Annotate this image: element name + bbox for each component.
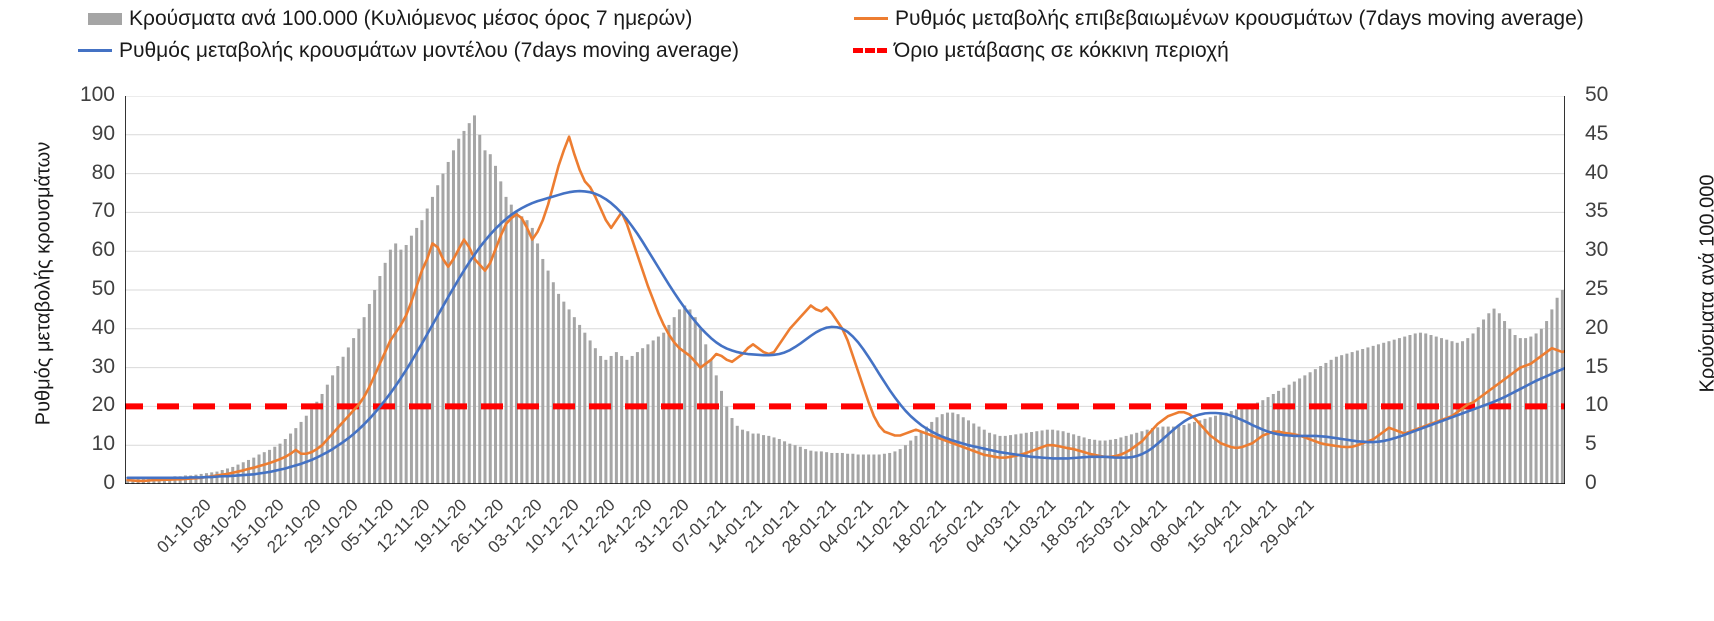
legend-label-cases-per-100k: Κρούσματα ανά 100.000 (Κυλιόμενος μέσος … (129, 7, 693, 30)
line-swatch-icon (78, 49, 112, 52)
y-axis-right-tick-label: 50 (1585, 83, 1609, 106)
y-axis-left-tick-label: 20 (91, 393, 115, 417)
y-axis-right-tick-label: 40 (1585, 160, 1609, 184)
dashed-line-swatch-icon (853, 48, 887, 53)
y-axis-left-tick-label: 80 (91, 160, 115, 184)
legend-label-confirmed-rate: Ρυθμός μεταβολής επιβεβαιωμένων κρουσμάτ… (895, 7, 1584, 30)
y-axis-title-left: Ρυθμός μεταβολής κρουσμάτων (32, 141, 55, 426)
legend-item-model-rate[interactable]: Ρυθμός μεταβολής κρουσμάτων μοντέλου (7d… (78, 40, 739, 61)
y-axis-left-tick-label: 40 (91, 315, 115, 339)
legend-label-model-rate: Ρυθμός μεταβολής κρουσμάτων μοντέλου (7d… (119, 39, 739, 62)
y-axis-left-tick-label: 70 (91, 199, 115, 223)
y-axis-right-tick-label: 25 (1585, 277, 1609, 300)
chart-legend: Κρούσματα ανά 100.000 (Κυλιόμενος μέσος … (0, 0, 1714, 72)
y-axis-right-tick-label: 0 (1585, 471, 1597, 494)
line-swatch-icon (854, 17, 888, 20)
bar-series (126, 115, 1564, 484)
y-axis-left-tick-label: 0 (103, 471, 115, 494)
legend-item-confirmed-rate[interactable]: Ρυθμός μεταβολής επιβεβαιωμένων κρουσμάτ… (854, 8, 1584, 29)
y-axis-title-right: Κρούσματα ανά 100.000 (1696, 174, 1714, 393)
y-axis-left-tick-label: 10 (91, 432, 115, 456)
chart-canvas (125, 96, 1565, 484)
y-axis-right-tick-label: 20 (1585, 315, 1609, 339)
y-axis-right-tick-label: 10 (1585, 393, 1609, 417)
y-axis-right-tick-label: 15 (1585, 354, 1609, 378)
y-axis-left-tick-label: 60 (91, 238, 115, 262)
y-axis-right-tick-label: 45 (1585, 121, 1609, 145)
y-axis-right-tick-label: 5 (1585, 432, 1597, 456)
y-axis-right-tick-label: 35 (1585, 199, 1609, 223)
legend-item-threshold[interactable]: Όριο μετάβασης σε κόκκινη περιοχή (853, 40, 1229, 61)
y-axis-right-tick-label: 30 (1585, 238, 1609, 262)
legend-item-cases-per-100k[interactable]: Κρούσματα ανά 100.000 (Κυλιόμενος μέσος … (88, 8, 692, 29)
y-axis-left-tick-label: 90 (91, 121, 115, 145)
y-axis-left-tick-label: 100 (79, 83, 115, 106)
legend-label-threshold: Όριο μετάβασης σε κόκκινη περιοχή (894, 39, 1229, 62)
bar-swatch-icon (88, 12, 122, 25)
plot-area (125, 96, 1565, 484)
y-axis-left-tick-label: 30 (91, 354, 115, 378)
y-axis-left-tick-label: 50 (91, 277, 115, 300)
